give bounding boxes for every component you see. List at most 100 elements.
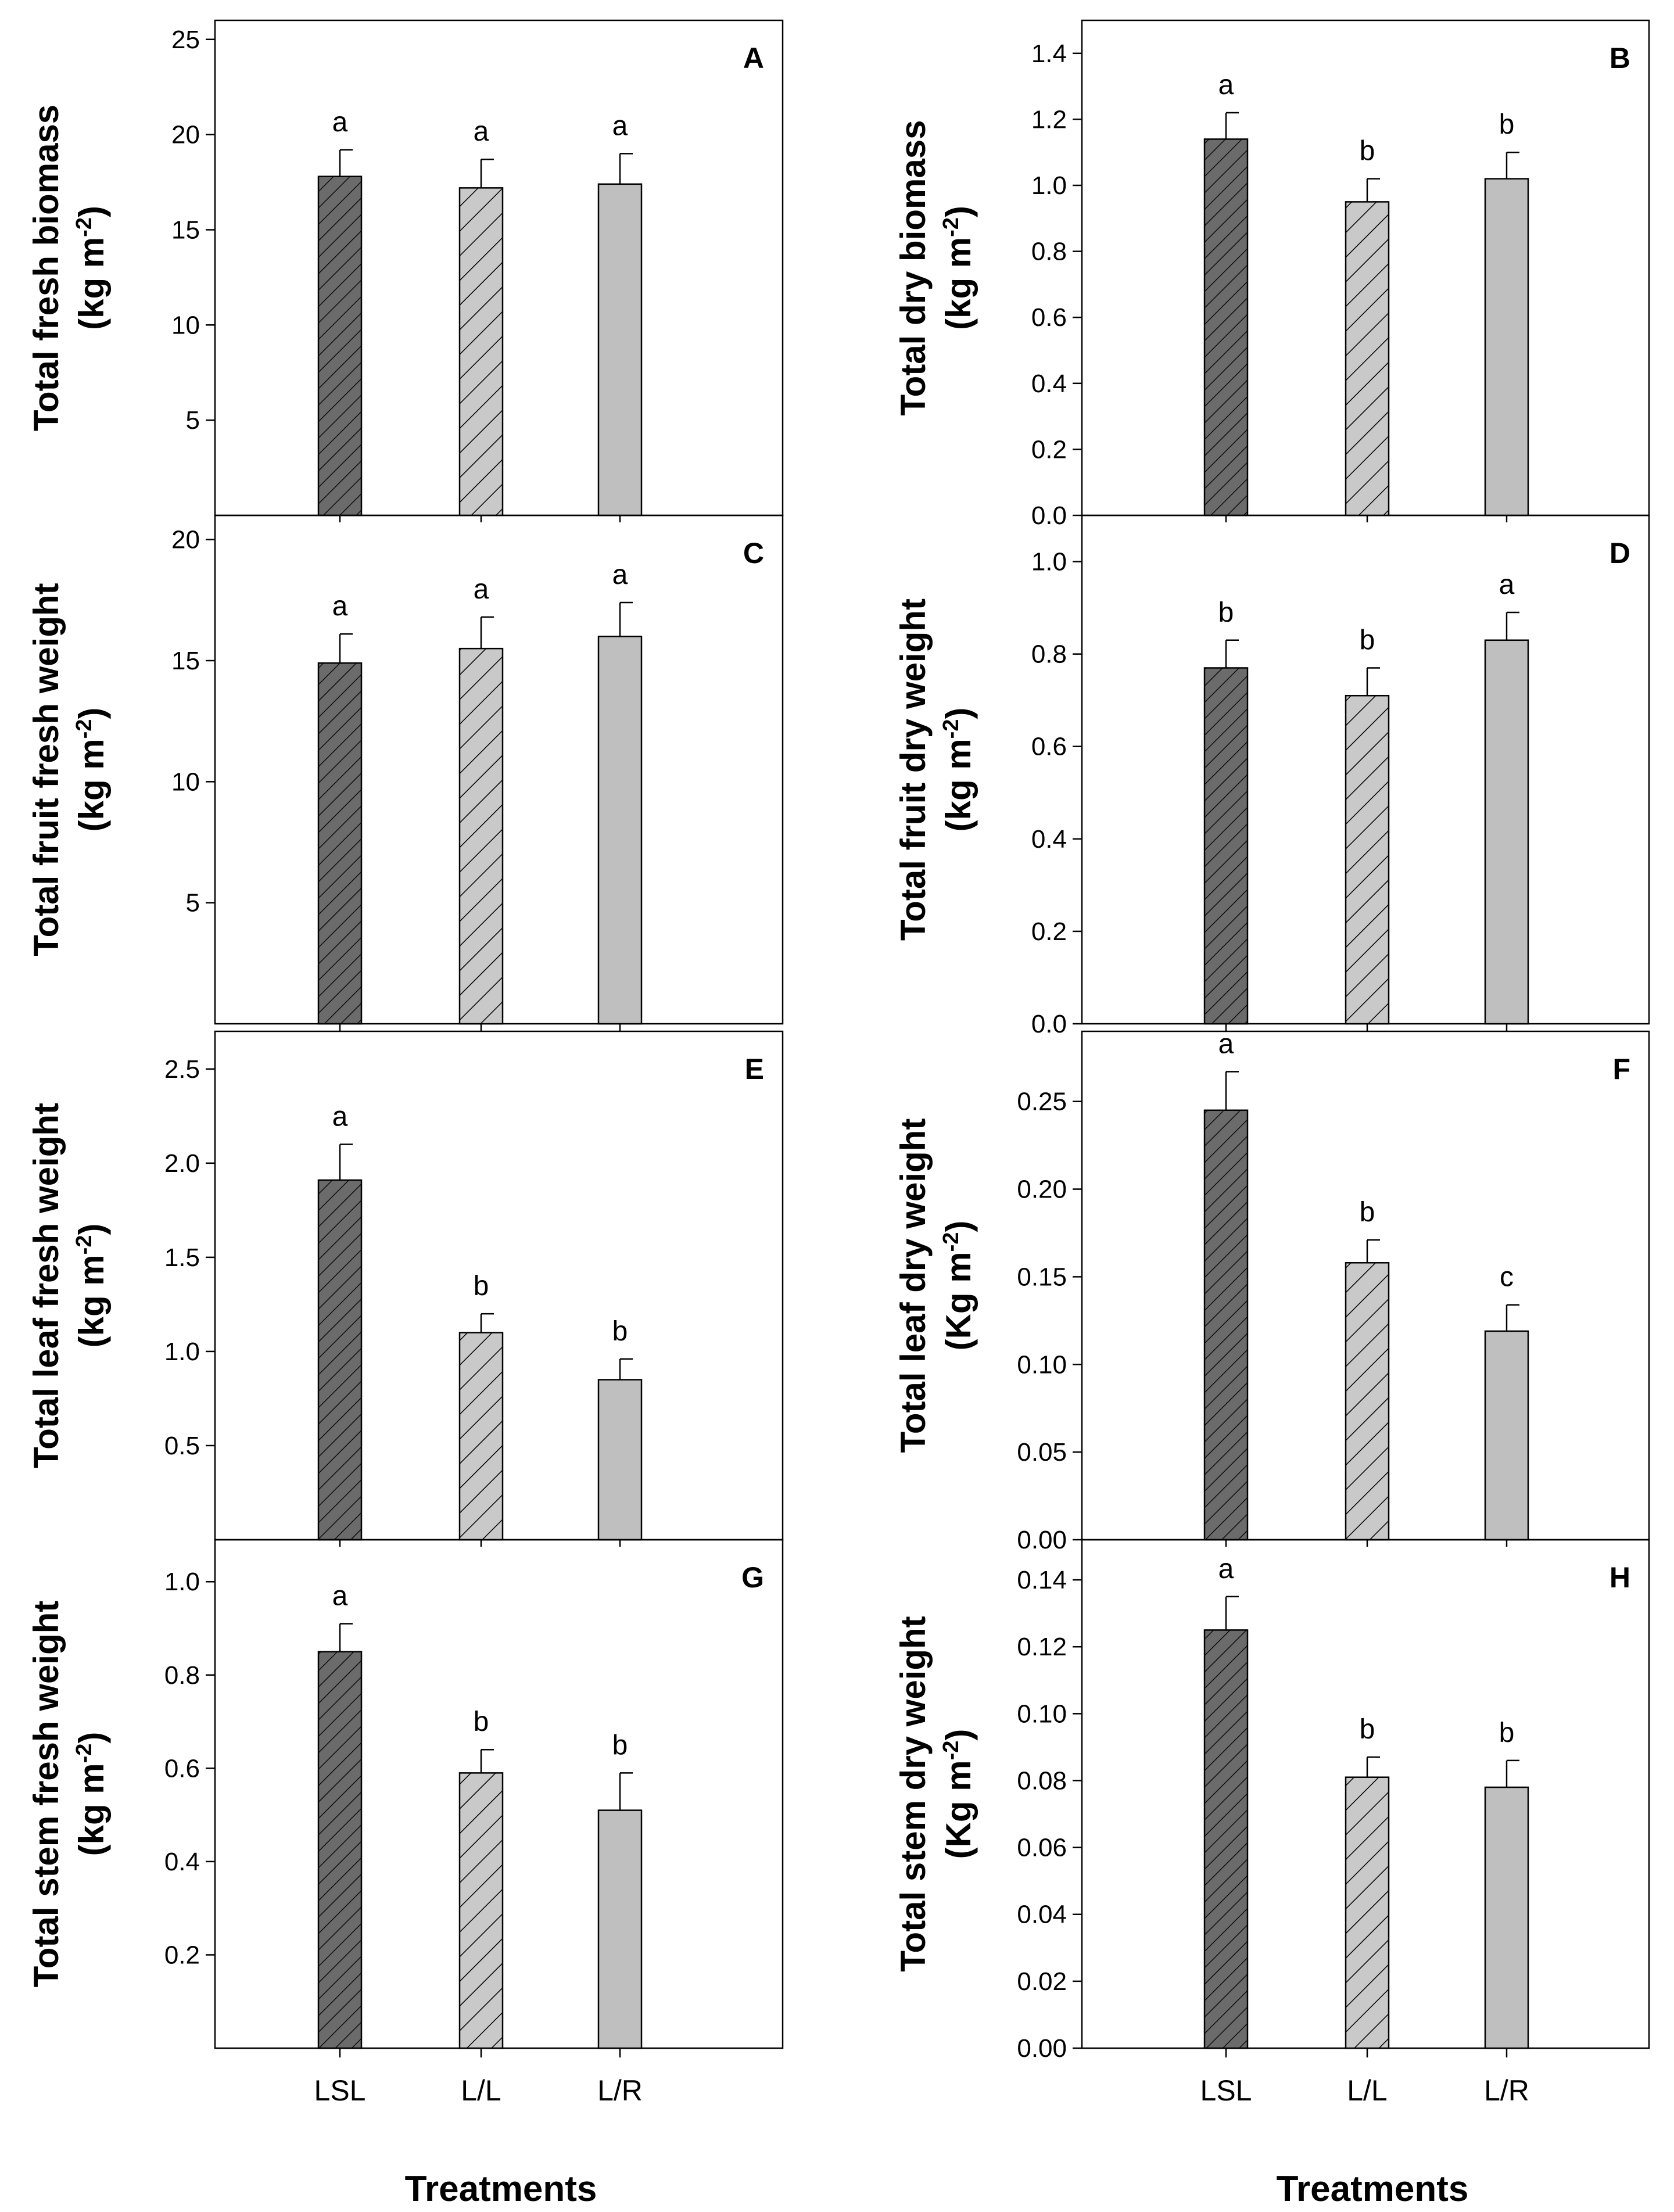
panel-h-ytick-label: 0.06 (1017, 1834, 1067, 1862)
panel-e: 0.5 1.0 1.5 2.0 2.5 a b b E Total leaf fresh weig… (27, 1030, 784, 1547)
panel-d-ylabel: Total fruit dry weight (894, 598, 933, 941)
panel-b-ylabel: Total dry biomass (894, 120, 933, 415)
panel-h-ytick-label: 0.14 (1017, 1566, 1067, 1594)
panel-f-ylabel-unit: (Kg m-2) (939, 1221, 978, 1351)
panel-c-bar-lr (598, 636, 641, 1024)
panel-a-ylabel: Total fresh biomass (27, 105, 66, 431)
panel-a-ytick-label: 25 (171, 26, 200, 54)
panel-d: 0.0 0.2 0.4 0.6 0.8 1.0 b b a D Total fruit dry we… (894, 514, 1650, 1038)
panel-g-ylabel: Total stem fresh weight (27, 1601, 66, 1988)
panel-c-letter: C (743, 537, 764, 569)
panel-h: 0.00 0.02 0.04 0.06 0.08 0.10 0.12 0.14 a b b H Tota… (894, 1539, 1650, 2107)
panel-f-ytick-label: 0.15 (1017, 1263, 1067, 1291)
panel-a-significance-label: a (474, 116, 489, 147)
panel-e-ytick-label: 1.0 (164, 1338, 200, 1366)
panel-c-significance-label: a (474, 574, 489, 605)
panel-f-significance-label: c (1500, 1262, 1514, 1293)
panel-f-ytick-label: 0.20 (1017, 1175, 1067, 1204)
panel-b-bar-hatch (1205, 139, 1248, 516)
panel-a-letter: A (743, 42, 764, 74)
panel-g-xtick-label: LSL (314, 2074, 366, 2107)
panel-h-bar-hatch (1346, 1777, 1389, 2048)
panel-g-bar-hatch (318, 1651, 361, 2048)
panel-d-ytick-label: 0.4 (1031, 825, 1067, 854)
panel-f-ytick-label: 0.00 (1017, 1526, 1067, 1554)
panel-e-significance-label: a (332, 1101, 348, 1132)
panel-b-ytick-label: 0.0 (1031, 501, 1067, 530)
panel-g-ytick-label: 0.6 (164, 1754, 200, 1783)
panel-f-ytick-label: 0.25 (1017, 1088, 1067, 1116)
panel-b-letter: B (1610, 42, 1630, 74)
panel-e-bar-hatch (460, 1332, 503, 1540)
panel-b-ytick-label: 1.2 (1031, 105, 1067, 134)
panel-g-ytick-label: 1.0 (164, 1568, 200, 1596)
x-axis-title-left: Treatments (405, 2169, 597, 2209)
panel-h-ytick-label: 0.02 (1017, 1967, 1067, 1996)
panel-f-significance-label: a (1218, 1028, 1234, 1059)
panel-f-ylabel: Total leaf dry weight (894, 1118, 933, 1453)
panel-e-ytick-label: 1.5 (164, 1243, 200, 1272)
panel-f-bar-hatch (1346, 1263, 1389, 1540)
panel-a-bar-hatch (460, 188, 503, 515)
panel-b-ylabel-unit: (kg m-2) (939, 206, 978, 330)
panel-c-ylabel-unit: (kg m-2) (72, 708, 111, 832)
panel-d-bar-hatch (1346, 695, 1389, 1024)
panel-h-significance-label: a (1218, 1554, 1234, 1584)
panel-a-ytick-label: 20 (171, 121, 200, 149)
panel-d-significance-label: b (1360, 625, 1375, 656)
panel-g-ylabel-unit: (kg m-2) (72, 1732, 111, 1856)
panel-b: 0.0 0.2 0.4 0.6 0.8 1.0 1.2 1.4 a b b B Total dry bi… (894, 19, 1650, 530)
panel-f: 0.00 0.05 0.10 0.15 0.20 0.25 a b c F Total leaf d… (894, 1028, 1650, 1554)
panel-h-xtick-label: LSL (1200, 2074, 1252, 2107)
x-axis-title-right: Treatments (1277, 2169, 1469, 2209)
panel-a-ylabel-unit: (kg m-2) (72, 206, 111, 330)
panel-a-significance-label: a (612, 110, 628, 141)
panel-g-letter: G (741, 1561, 764, 1594)
panel-c-ytick-label: 10 (171, 768, 200, 796)
panel-e-ytick-label: 0.5 (164, 1432, 200, 1460)
panel-a-ytick-label: 5 (186, 406, 200, 435)
panel-d-significance-label: b (1218, 597, 1234, 628)
panel-c: 5 10 15 20 a a a C Total fruit fresh weight (kg m… (27, 514, 784, 1031)
panel-a-ytick-label: 15 (171, 216, 200, 244)
panel-b-ytick-label: 0.4 (1031, 370, 1067, 398)
panel-h-ytick-label: 0.08 (1017, 1766, 1067, 1795)
panel-h-bar-lr (1485, 1787, 1528, 2048)
panel-b-ytick-label: 1.0 (1031, 171, 1067, 200)
panel-b-bar-lr (1485, 178, 1528, 515)
panel-h-letter: H (1610, 1561, 1630, 1594)
panel-f-letter: F (1612, 1053, 1630, 1085)
panel-h-xtick-label: L/L (1347, 2074, 1388, 2107)
panel-c-ytick-label: 5 (186, 889, 200, 917)
panel-b-ytick-label: 1.4 (1031, 40, 1067, 68)
panel-f-ytick-label: 0.05 (1017, 1438, 1067, 1467)
panel-b-ytick-label: 0.6 (1031, 303, 1067, 332)
panel-e-significance-label: b (474, 1271, 489, 1302)
panel-f-bar-lr (1485, 1331, 1528, 1540)
panel-d-significance-label: a (1499, 569, 1515, 600)
panel-h-significance-label: b (1360, 1714, 1375, 1745)
panel-a-significance-label: a (332, 107, 348, 138)
panel-d-ytick-label: 0.2 (1031, 917, 1067, 946)
panel-f-bar-hatch (1205, 1110, 1248, 1540)
panel-h-ytick-label: 0.00 (1017, 2034, 1067, 2063)
panel-g-ytick-label: 0.4 (164, 1848, 200, 1876)
panel-h-ylabel: Total stem dry weight (894, 1616, 933, 1971)
panel-f-significance-label: b (1360, 1197, 1375, 1228)
panel-d-ytick-label: 0.8 (1031, 640, 1067, 669)
panel-h-ytick-label: 0.12 (1017, 1633, 1067, 1661)
panel-e-bar-hatch (318, 1180, 361, 1540)
panel-g-bar-hatch (460, 1773, 503, 2048)
panel-c-bar-hatch (460, 648, 503, 1024)
panel-f-ytick-label: 0.10 (1017, 1350, 1067, 1379)
panel-a-bar-hatch (318, 176, 361, 515)
panel-g-significance-label: b (474, 1706, 489, 1737)
panel-h-ytick-label: 0.04 (1017, 1901, 1067, 1929)
panel-h-significance-label: b (1499, 1718, 1515, 1748)
panel-g-significance-label: b (612, 1730, 628, 1761)
panel-g-significance-label: a (332, 1580, 348, 1611)
panel-h-bar-hatch (1205, 1630, 1248, 2048)
panel-c-ylabel: Total fruit fresh weight (27, 583, 66, 956)
panel-d-ytick-label: 1.0 (1031, 548, 1067, 576)
